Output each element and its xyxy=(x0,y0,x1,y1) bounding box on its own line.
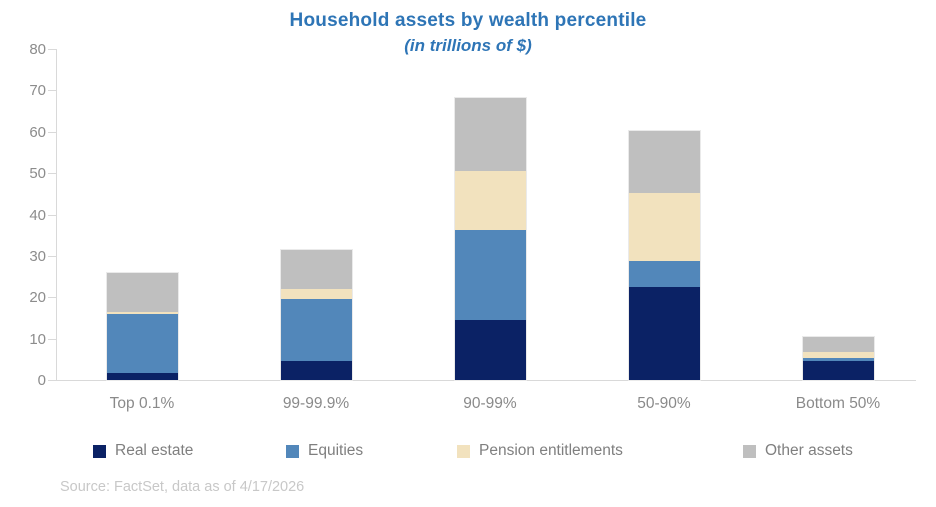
legend-swatch xyxy=(93,444,106,458)
bar-segment xyxy=(628,130,700,194)
legend-label: Other assets xyxy=(765,442,853,459)
chart-subtitle: (in trillions of $) xyxy=(404,36,532,55)
bar-segment xyxy=(280,298,352,362)
bar xyxy=(627,129,701,381)
chart-title: Household assets by wealth percentile xyxy=(289,10,647,31)
bar-segment xyxy=(454,229,526,320)
bar xyxy=(453,96,527,381)
y-tick-label: 40 xyxy=(29,206,46,224)
bar-segment xyxy=(628,260,700,288)
bar-segment xyxy=(280,250,352,289)
bar-segment xyxy=(454,97,526,172)
legend-swatch xyxy=(286,444,299,458)
y-tick-mark xyxy=(48,214,56,216)
x-category-label: Top 0.1% xyxy=(109,395,175,412)
y-tick-mark xyxy=(48,173,56,175)
legend-item: Other assets xyxy=(743,442,853,459)
bar-segment xyxy=(454,320,526,380)
legend-label: Pension entitlements xyxy=(479,442,623,459)
y-tick-label: 20 xyxy=(29,289,46,307)
y-tick-mark xyxy=(48,338,56,340)
y-tick-label: 0 xyxy=(37,372,46,389)
bar-segment xyxy=(454,171,526,230)
legend-swatch xyxy=(743,444,756,458)
legend-item: Pension entitlements xyxy=(457,442,623,459)
bar xyxy=(279,249,353,381)
bar-segment xyxy=(106,272,178,312)
y-tick-label: 50 xyxy=(29,165,46,183)
bar xyxy=(105,271,179,381)
bar-segment xyxy=(106,372,178,380)
y-tick-mark xyxy=(48,49,56,50)
source-note: Source: FactSet, data as of 4/17/2026 xyxy=(60,479,305,495)
legend-item: Real estate xyxy=(93,442,194,459)
y-tick-label: 10 xyxy=(29,330,46,348)
bar-segment xyxy=(280,361,352,380)
x-category-label: 50-90% xyxy=(637,395,691,412)
x-category-label: 99-99.9% xyxy=(282,395,350,412)
bar-segment xyxy=(106,313,178,373)
bar-segment xyxy=(280,288,352,299)
legend-item: Equities xyxy=(286,442,364,459)
legend-label: Real estate xyxy=(115,442,194,459)
y-tick-label: 60 xyxy=(29,123,46,141)
y-tick-mark xyxy=(48,90,56,92)
x-category-label: 90-99% xyxy=(463,395,517,412)
y-tick-label: 70 xyxy=(29,82,46,100)
bar-segment xyxy=(802,361,874,380)
y-tick-mark xyxy=(48,131,56,133)
y-tick-mark xyxy=(48,297,56,299)
y-tick-mark xyxy=(48,380,56,381)
bar xyxy=(801,335,875,381)
bar-segment xyxy=(628,193,700,261)
bar-segment xyxy=(628,287,700,380)
legend-label: Equities xyxy=(308,442,364,459)
bar-segment xyxy=(802,357,874,362)
x-axis-baseline xyxy=(56,380,916,381)
y-tick-label: 30 xyxy=(29,247,46,265)
legend-swatch xyxy=(457,444,470,458)
bar-segment xyxy=(802,336,874,352)
x-category-label: Bottom 50% xyxy=(795,395,881,412)
bar-segment xyxy=(106,311,178,314)
bar-segment xyxy=(802,351,874,358)
y-tick-label: 80 xyxy=(29,41,46,58)
y-axis xyxy=(56,49,57,381)
y-tick-mark xyxy=(48,255,56,257)
